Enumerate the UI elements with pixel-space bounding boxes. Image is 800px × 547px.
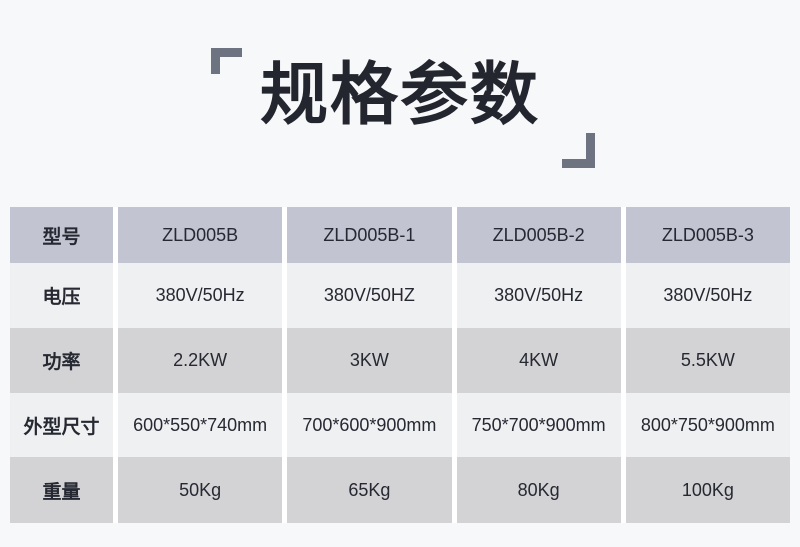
dimensions-col-4: 800*750*900mm: [625, 393, 790, 457]
dimensions-col-2: 700*600*900mm: [287, 393, 452, 457]
dimensions-col-3: 750*700*900mm: [456, 393, 621, 457]
page-title: 规格参数: [259, 57, 540, 133]
voltage-col-3: 380V/50Hz: [456, 263, 621, 328]
model-col-4: ZLD005B-3: [625, 207, 790, 263]
title-block: 规格参数: [0, 0, 800, 180]
row-weight-label: 重量: [10, 457, 113, 523]
row-voltage-label: 电压: [10, 263, 113, 328]
power-col-1: 2.2KW: [118, 328, 283, 393]
model-col-3: ZLD005B-2: [456, 207, 621, 263]
weight-col-2: 65Kg: [287, 457, 452, 523]
weight-col-1: 50Kg: [118, 457, 283, 523]
voltage-col-1: 380V/50Hz: [118, 263, 283, 328]
dimensions-col-1: 600*550*740mm: [118, 393, 283, 457]
weight-col-3: 80Kg: [456, 457, 621, 523]
power-col-4: 5.5KW: [625, 328, 790, 393]
power-col-3: 4KW: [456, 328, 621, 393]
corner-bracket-top-left-icon: [211, 48, 242, 74]
voltage-col-2: 380V/50HZ: [287, 263, 452, 328]
weight-col-4: 100Kg: [625, 457, 790, 523]
voltage-col-4: 380V/50Hz: [625, 263, 790, 328]
power-col-2: 3KW: [287, 328, 452, 393]
row-dimensions-label: 外型尺寸: [10, 393, 113, 457]
row-model-label: 型号: [10, 207, 113, 263]
row-power-label: 功率: [10, 328, 113, 393]
model-col-1: ZLD005B: [118, 207, 283, 263]
spec-table: 型号 ZLD005B ZLD005B-1 ZLD005B-2 ZLD005B-3…: [10, 207, 790, 523]
model-col-2: ZLD005B-1: [287, 207, 452, 263]
corner-bracket-bottom-right-icon: [562, 133, 595, 168]
